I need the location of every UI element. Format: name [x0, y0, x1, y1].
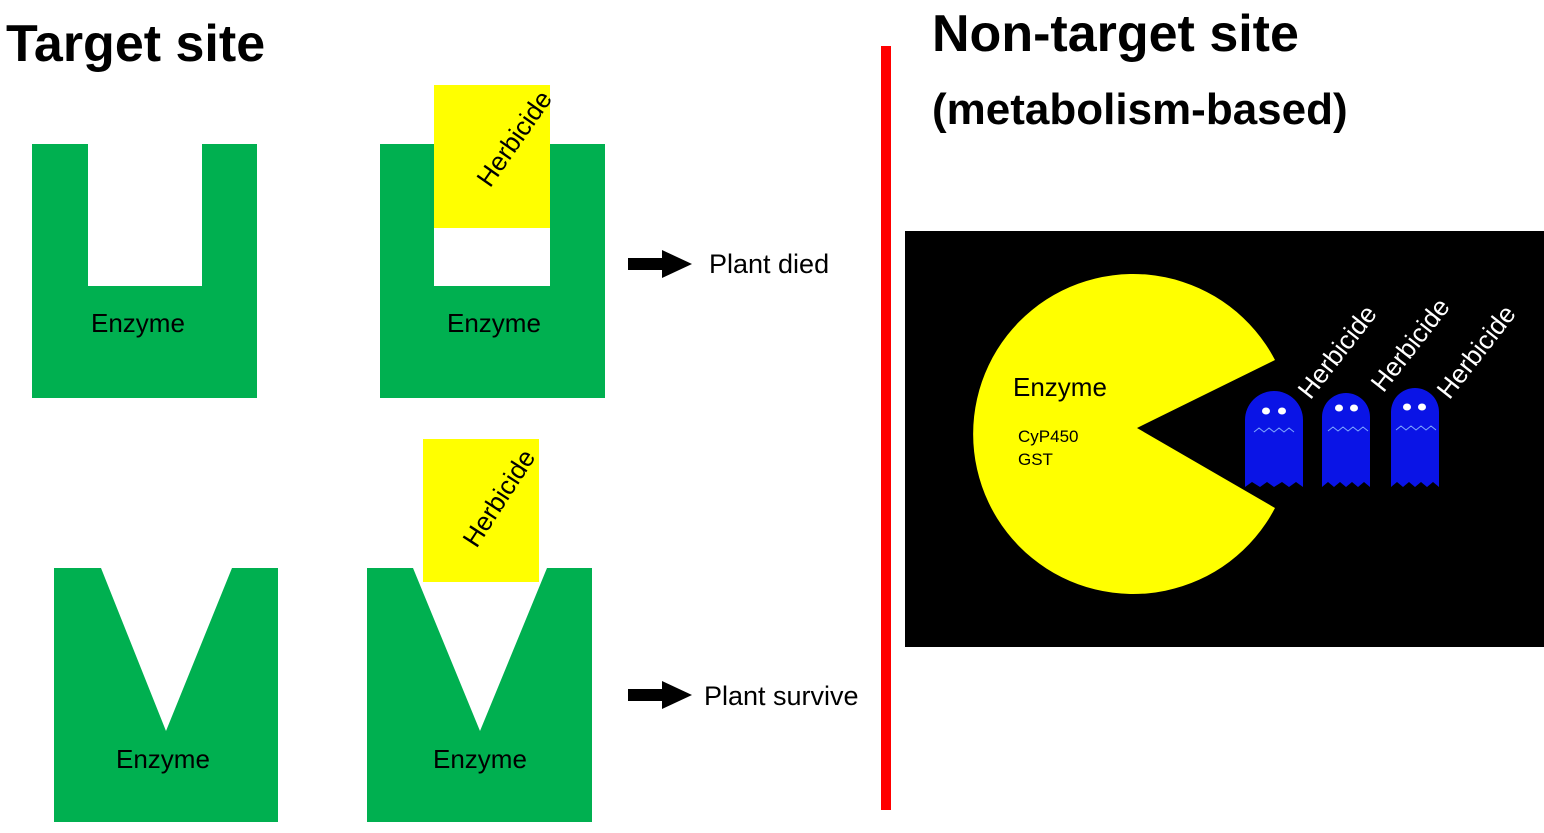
herbicide-block-blocked [423, 439, 539, 582]
right-arrow-icon [628, 250, 692, 278]
non-target-site-subtitle: (metabolism-based) [932, 85, 1348, 134]
right-arrow-icon [628, 681, 692, 709]
enzyme-v-shape-mutated [367, 568, 592, 822]
enzyme-label: Enzyme [433, 744, 527, 774]
enzyme-label: Enzyme [91, 308, 185, 338]
enzyme-u-shape [32, 144, 257, 398]
section-divider [881, 46, 891, 810]
enzyme-label: Enzyme [116, 744, 210, 774]
herbicide-block-fitted [434, 85, 550, 228]
ghost-icon [1245, 391, 1303, 487]
pacman-icon [973, 274, 1275, 594]
ghost-icon [1322, 393, 1370, 487]
enzyme-v-shape [54, 568, 278, 822]
pacman-enzyme-label: Enzyme [1013, 372, 1107, 402]
outcome-plant-survive: Plant survive [704, 681, 859, 711]
target-site-title: Target site [6, 15, 266, 73]
non-target-site-title: Non-target site [932, 5, 1299, 63]
enzyme-type-cyp450: CyP450 [1018, 427, 1079, 446]
enzyme-u-shape-bound [380, 144, 605, 398]
enzyme-label: Enzyme [447, 308, 541, 338]
ghost-icon [1391, 388, 1439, 487]
outcome-plant-died: Plant died [709, 249, 830, 279]
enzyme-type-gst: GST [1018, 450, 1053, 469]
